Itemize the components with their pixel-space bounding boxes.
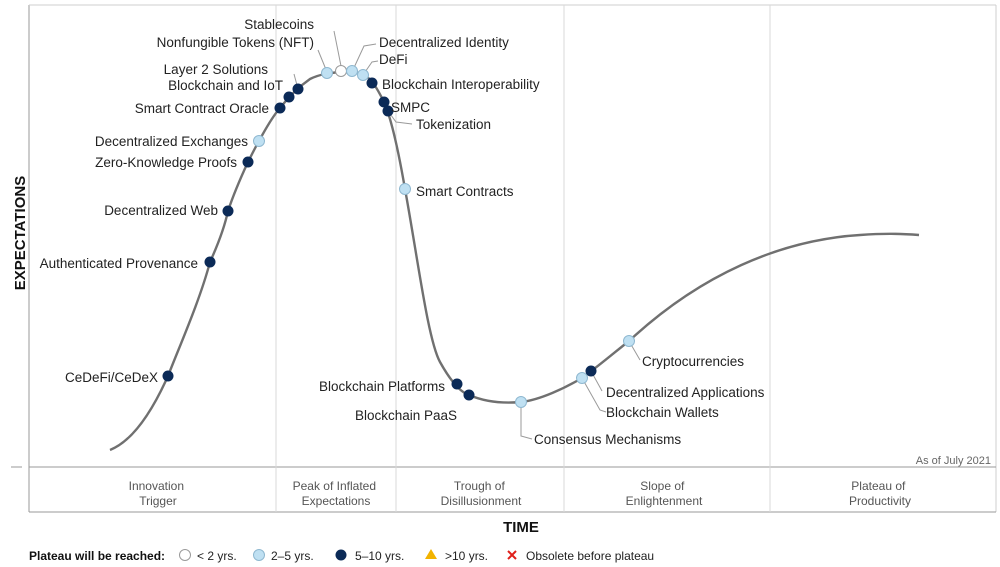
data-point: [451, 378, 463, 390]
data-point: [576, 372, 588, 384]
legend-title: Plateau will be reached:: [29, 549, 165, 563]
technology-label: Consensus Mechanisms: [534, 432, 681, 447]
data-point: [378, 96, 390, 108]
technology-label: Decentralized Web: [104, 203, 218, 218]
hype-curve: [109, 70, 920, 452]
legend-item-label: 2–5 yrs.: [271, 549, 314, 563]
y-axis-title: EXPECTATIONS: [12, 176, 29, 290]
legend-item-label: Obsolete before plateau: [526, 549, 654, 563]
legend-marker-light-blue: [253, 549, 265, 561]
data-point: [335, 65, 347, 77]
data-point: [399, 183, 411, 195]
tech-labels: CeDeFi/CeDeX Authenticated Provenance Dece…: [40, 17, 765, 447]
technology-label: Decentralized Exchanges: [95, 134, 248, 149]
technology-label: Decentralized Applications: [606, 385, 765, 400]
data-point: [242, 156, 254, 168]
technology-label: CeDeFi/CeDeX: [65, 370, 158, 385]
data-point: [585, 365, 597, 377]
data-point: [253, 135, 265, 147]
leader-lines: [293, 30, 641, 440]
legend: Plateau will be reached: < 2 yrs. 2–5 yr…: [29, 549, 654, 563]
technology-label: Blockchain and IoT: [168, 78, 283, 93]
technology-label: Smart Contracts: [416, 184, 514, 199]
technology-label: Smart Contract Oracle: [135, 101, 269, 116]
data-point: [357, 69, 369, 81]
technology-label: Blockchain Platforms: [319, 379, 445, 394]
as-of-date: As of July 2021: [916, 455, 991, 467]
technology-label: Nonfungible Tokens (NFT): [157, 35, 314, 50]
legend-item-label: >10 yrs.: [445, 549, 488, 563]
data-point: [222, 205, 234, 217]
legend-marker-gold-triangle: [425, 549, 437, 559]
technology-label: DeFi: [379, 52, 408, 67]
data-point: [623, 335, 635, 347]
technology-label: Blockchain PaaS: [355, 408, 457, 423]
data-point: [274, 102, 286, 114]
legend-item-label: 5–10 yrs.: [355, 549, 404, 563]
data-point: [346, 65, 358, 77]
data-point: [366, 77, 378, 89]
technology-label: Stablecoins: [244, 17, 314, 32]
technology-label: Blockchain Interoperability: [382, 77, 540, 92]
technology-label: Tokenization: [416, 117, 491, 132]
technology-label: Layer 2 Solutions: [164, 62, 269, 77]
x-axis-title: TIME: [503, 519, 539, 536]
technology-label: SMPC: [391, 100, 430, 115]
technology-label: Blockchain Wallets: [606, 405, 719, 420]
data-point: [283, 91, 295, 103]
legend-marker-navy: [335, 549, 347, 561]
data-points: [162, 65, 635, 408]
technology-label: Decentralized Identity: [379, 35, 509, 50]
data-point: [292, 83, 304, 95]
phase-label-trough: Trough of Disillusionment: [441, 479, 522, 508]
technology-label: Cryptocurrencies: [642, 354, 744, 369]
data-point: [382, 105, 394, 117]
phase-label-peak: Peak of Inflated Expectations: [293, 479, 380, 508]
legend-item-label: < 2 yrs.: [197, 549, 237, 563]
technology-label: Authenticated Provenance: [40, 256, 198, 271]
phase-label-innovation-trigger: Innovation Trigger: [129, 479, 188, 508]
phase-label-slope: Slope of Enlightenment: [626, 479, 703, 508]
phase-label-plateau: Plateau of Productivity: [849, 479, 911, 508]
data-point: [321, 67, 333, 79]
legend-marker-red-x: [507, 550, 517, 560]
data-point: [162, 370, 174, 382]
technology-label: Zero-Knowledge Proofs: [95, 155, 237, 170]
data-point: [515, 396, 527, 408]
legend-marker-white: [179, 549, 191, 561]
data-point: [463, 389, 475, 401]
data-point: [204, 256, 216, 268]
